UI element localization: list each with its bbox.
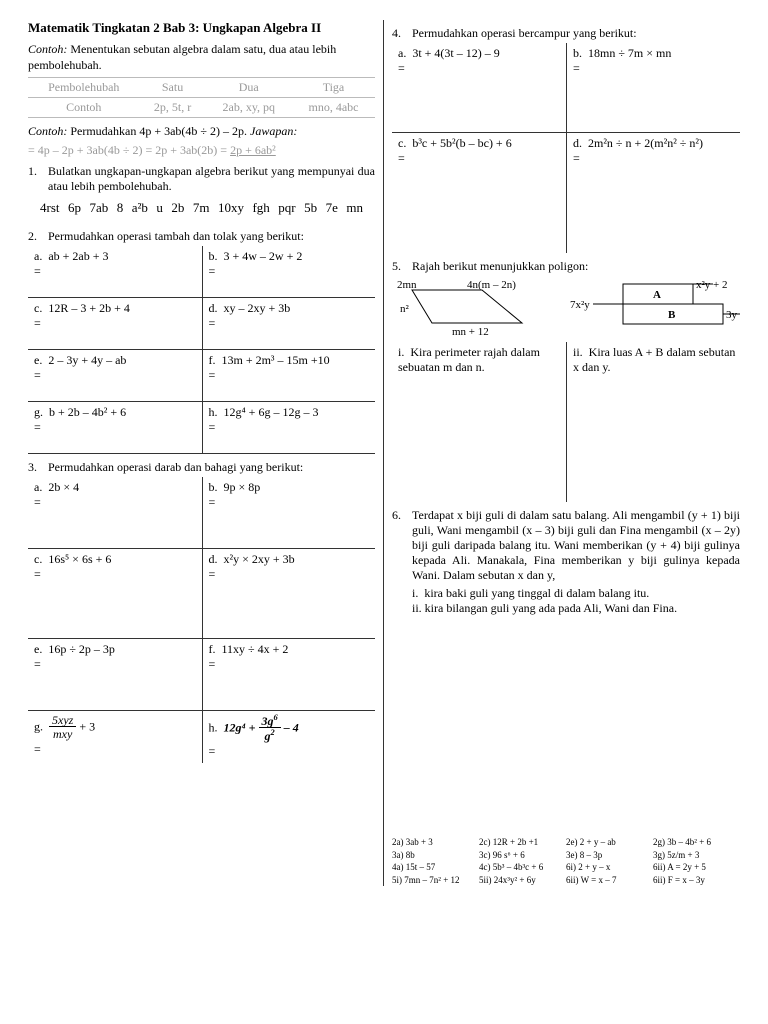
q4c: c. b³c + 5b²(b – bc) + 6= xyxy=(392,133,566,253)
svg-text:B: B xyxy=(668,309,676,321)
q4a: a. 3t + 4(3t – 12) – 9= xyxy=(392,43,566,133)
q2-grid: a. ab + 2ab + 3= b. 3 + 4w – 2w + 2= c. … xyxy=(28,246,375,454)
svg-text:n²: n² xyxy=(400,303,410,315)
svg-text:mn + 12: mn + 12 xyxy=(452,326,489,338)
example-2: Contoh: Permudahkan 4p + 3ab(4b ÷ 2) – 2… xyxy=(28,124,375,140)
q3-grid: a. 2b × 4= b. 9p × 8p= c. 16s⁵ × 6s + 6=… xyxy=(28,477,375,763)
svg-text:4n(m – 2n): 4n(m – 2n) xyxy=(467,279,516,291)
left-column: Matematik Tingkatan 2 Bab 3: Ungkapan Al… xyxy=(28,20,384,886)
q4-grid: a. 3t + 4(3t – 12) – 9= b. 18mn ÷ 7m × m… xyxy=(392,43,740,253)
q2a: a. ab + 2ab + 3= xyxy=(28,246,202,298)
q3d: d. x²y × 2xy + 3b= xyxy=(202,549,376,639)
q2h: h. 12g⁴ + 6g – 12g – 3= xyxy=(202,402,376,454)
q5-diagrams: 2mn 4n(m – 2n) n² mn + 12 7x²y x²y + 2 3… xyxy=(392,278,740,338)
q2: 2.Permudahkan operasi tambah dan tolak y… xyxy=(28,229,375,244)
q3b: b. 9p × 8p= xyxy=(202,477,376,549)
trapezium-diagram: 2mn 4n(m – 2n) n² mn + 12 xyxy=(392,278,562,338)
q3a: a. 2b × 4= xyxy=(28,477,202,549)
q2c: c. 12R – 3 + 2b + 4= xyxy=(28,298,202,350)
q5ii: ii. Kira luas A + B dalam sebutan x dan … xyxy=(566,342,740,502)
intro: Contoh: Menentukan sebutan algebra dalam… xyxy=(28,42,375,73)
q2b: b. 3 + 4w – 2w + 2= xyxy=(202,246,376,298)
right-column: 4.Permudahkan operasi bercampur yang ber… xyxy=(384,20,740,886)
q6: 6.Terdapat x biji guli di dalam satu bal… xyxy=(392,508,740,616)
q3h: h. 12g⁴ + 3g6g2 – 4= xyxy=(202,711,376,763)
q4b: b. 18mn ÷ 7m × mn= xyxy=(566,43,740,133)
svg-text:3y: 3y xyxy=(726,309,738,321)
example-2-working: = 4p – 2p + 3ab(4b ÷ 2) = 2p + 3ab(2b) =… xyxy=(28,143,375,159)
q5: 5.Rajah berikut menunjukkan poligon: xyxy=(392,259,740,274)
rectangle-diagram: 7x²y x²y + 2 3y A B xyxy=(568,278,742,338)
q3: 3.Permudahkan operasi darab dan bahagi y… xyxy=(28,460,375,475)
svg-text:x²y + 2: x²y + 2 xyxy=(696,279,728,291)
answer-key: 2a) 3ab + 32c) 12R + 2b +12e) 2 + y – ab… xyxy=(392,836,740,886)
q3e: e. 16p ÷ 2p – 3p= xyxy=(28,639,202,711)
svg-text:7x²y: 7x²y xyxy=(570,299,590,311)
q2e: e. 2 – 3y + 4y – ab= xyxy=(28,350,202,402)
q3f: f. 11xy ÷ 4x + 2= xyxy=(202,639,376,711)
q4d: d. 2m²n ÷ n + 2(m²n² ÷ n²)= xyxy=(566,133,740,253)
q3g: g. 5xyzmxy + 3= xyxy=(28,711,202,763)
q2g: g. b + 2b – 4b² + 6= xyxy=(28,402,202,454)
q2d: d. xy – 2xy + 3b= xyxy=(202,298,376,350)
q5i: i. Kira perimeter rajah dalam sebuatan m… xyxy=(392,342,566,502)
page-title: Matematik Tingkatan 2 Bab 3: Ungkapan Al… xyxy=(28,20,375,36)
q3c: c. 16s⁵ × 6s + 6= xyxy=(28,549,202,639)
q1: 1.Bulatkan ungkapan-ungkapan algebra ber… xyxy=(28,164,375,194)
svg-text:2mn: 2mn xyxy=(397,279,417,291)
q2f: f. 13m + 2m³ – 15m +10= xyxy=(202,350,376,402)
q4: 4.Permudahkan operasi bercampur yang ber… xyxy=(392,26,740,41)
q1-terms: 4rst6p7ab8a²bu2b 7m10xyfghpqr5b7emn xyxy=(28,194,375,223)
svg-text:A: A xyxy=(653,289,661,301)
variable-table: PembolehubahSatuDuaTiga Contoh2p, 5t, r2… xyxy=(28,77,375,118)
q5-subq: i. Kira perimeter rajah dalam sebuatan m… xyxy=(392,342,740,502)
